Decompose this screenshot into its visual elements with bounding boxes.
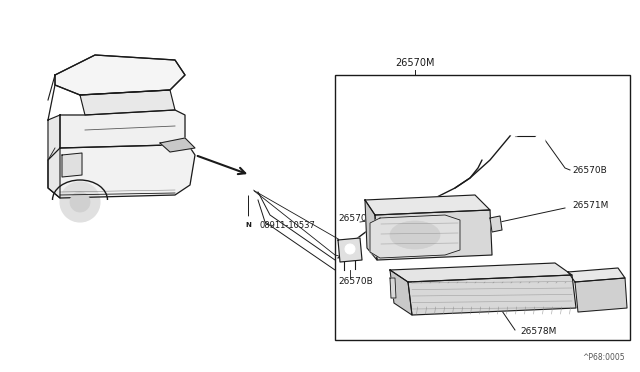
Polygon shape [48, 115, 60, 198]
Polygon shape [55, 55, 185, 95]
Polygon shape [62, 153, 82, 177]
Polygon shape [80, 90, 175, 115]
Circle shape [507, 120, 523, 136]
Text: 26570B: 26570B [572, 166, 607, 174]
Polygon shape [390, 270, 412, 315]
Text: 26578M: 26578M [520, 327, 556, 337]
Polygon shape [390, 263, 572, 282]
Circle shape [535, 135, 545, 145]
Polygon shape [365, 195, 490, 215]
Polygon shape [160, 138, 195, 152]
Text: 08911-10537: 08911-10537 [260, 221, 316, 230]
Bar [335, 75, 630, 340]
Text: N: N [245, 222, 251, 228]
Circle shape [70, 192, 90, 212]
Polygon shape [60, 110, 185, 148]
Polygon shape [408, 275, 576, 315]
Polygon shape [375, 210, 492, 260]
Ellipse shape [390, 221, 440, 249]
Circle shape [240, 217, 256, 233]
Polygon shape [390, 278, 396, 298]
Polygon shape [365, 200, 377, 260]
Polygon shape [575, 278, 627, 312]
Text: 26570E: 26570E [338, 214, 372, 222]
Text: ^P68:0005: ^P68:0005 [582, 353, 625, 362]
Circle shape [345, 244, 355, 254]
Circle shape [243, 185, 253, 195]
Polygon shape [490, 216, 502, 232]
Circle shape [60, 182, 100, 222]
Polygon shape [338, 238, 362, 262]
Text: 26570M: 26570M [396, 58, 435, 68]
Polygon shape [370, 215, 460, 258]
Polygon shape [48, 140, 195, 198]
Polygon shape [568, 268, 625, 282]
Text: 26570B: 26570B [338, 278, 372, 286]
Text: 26571M: 26571M [572, 201, 609, 209]
